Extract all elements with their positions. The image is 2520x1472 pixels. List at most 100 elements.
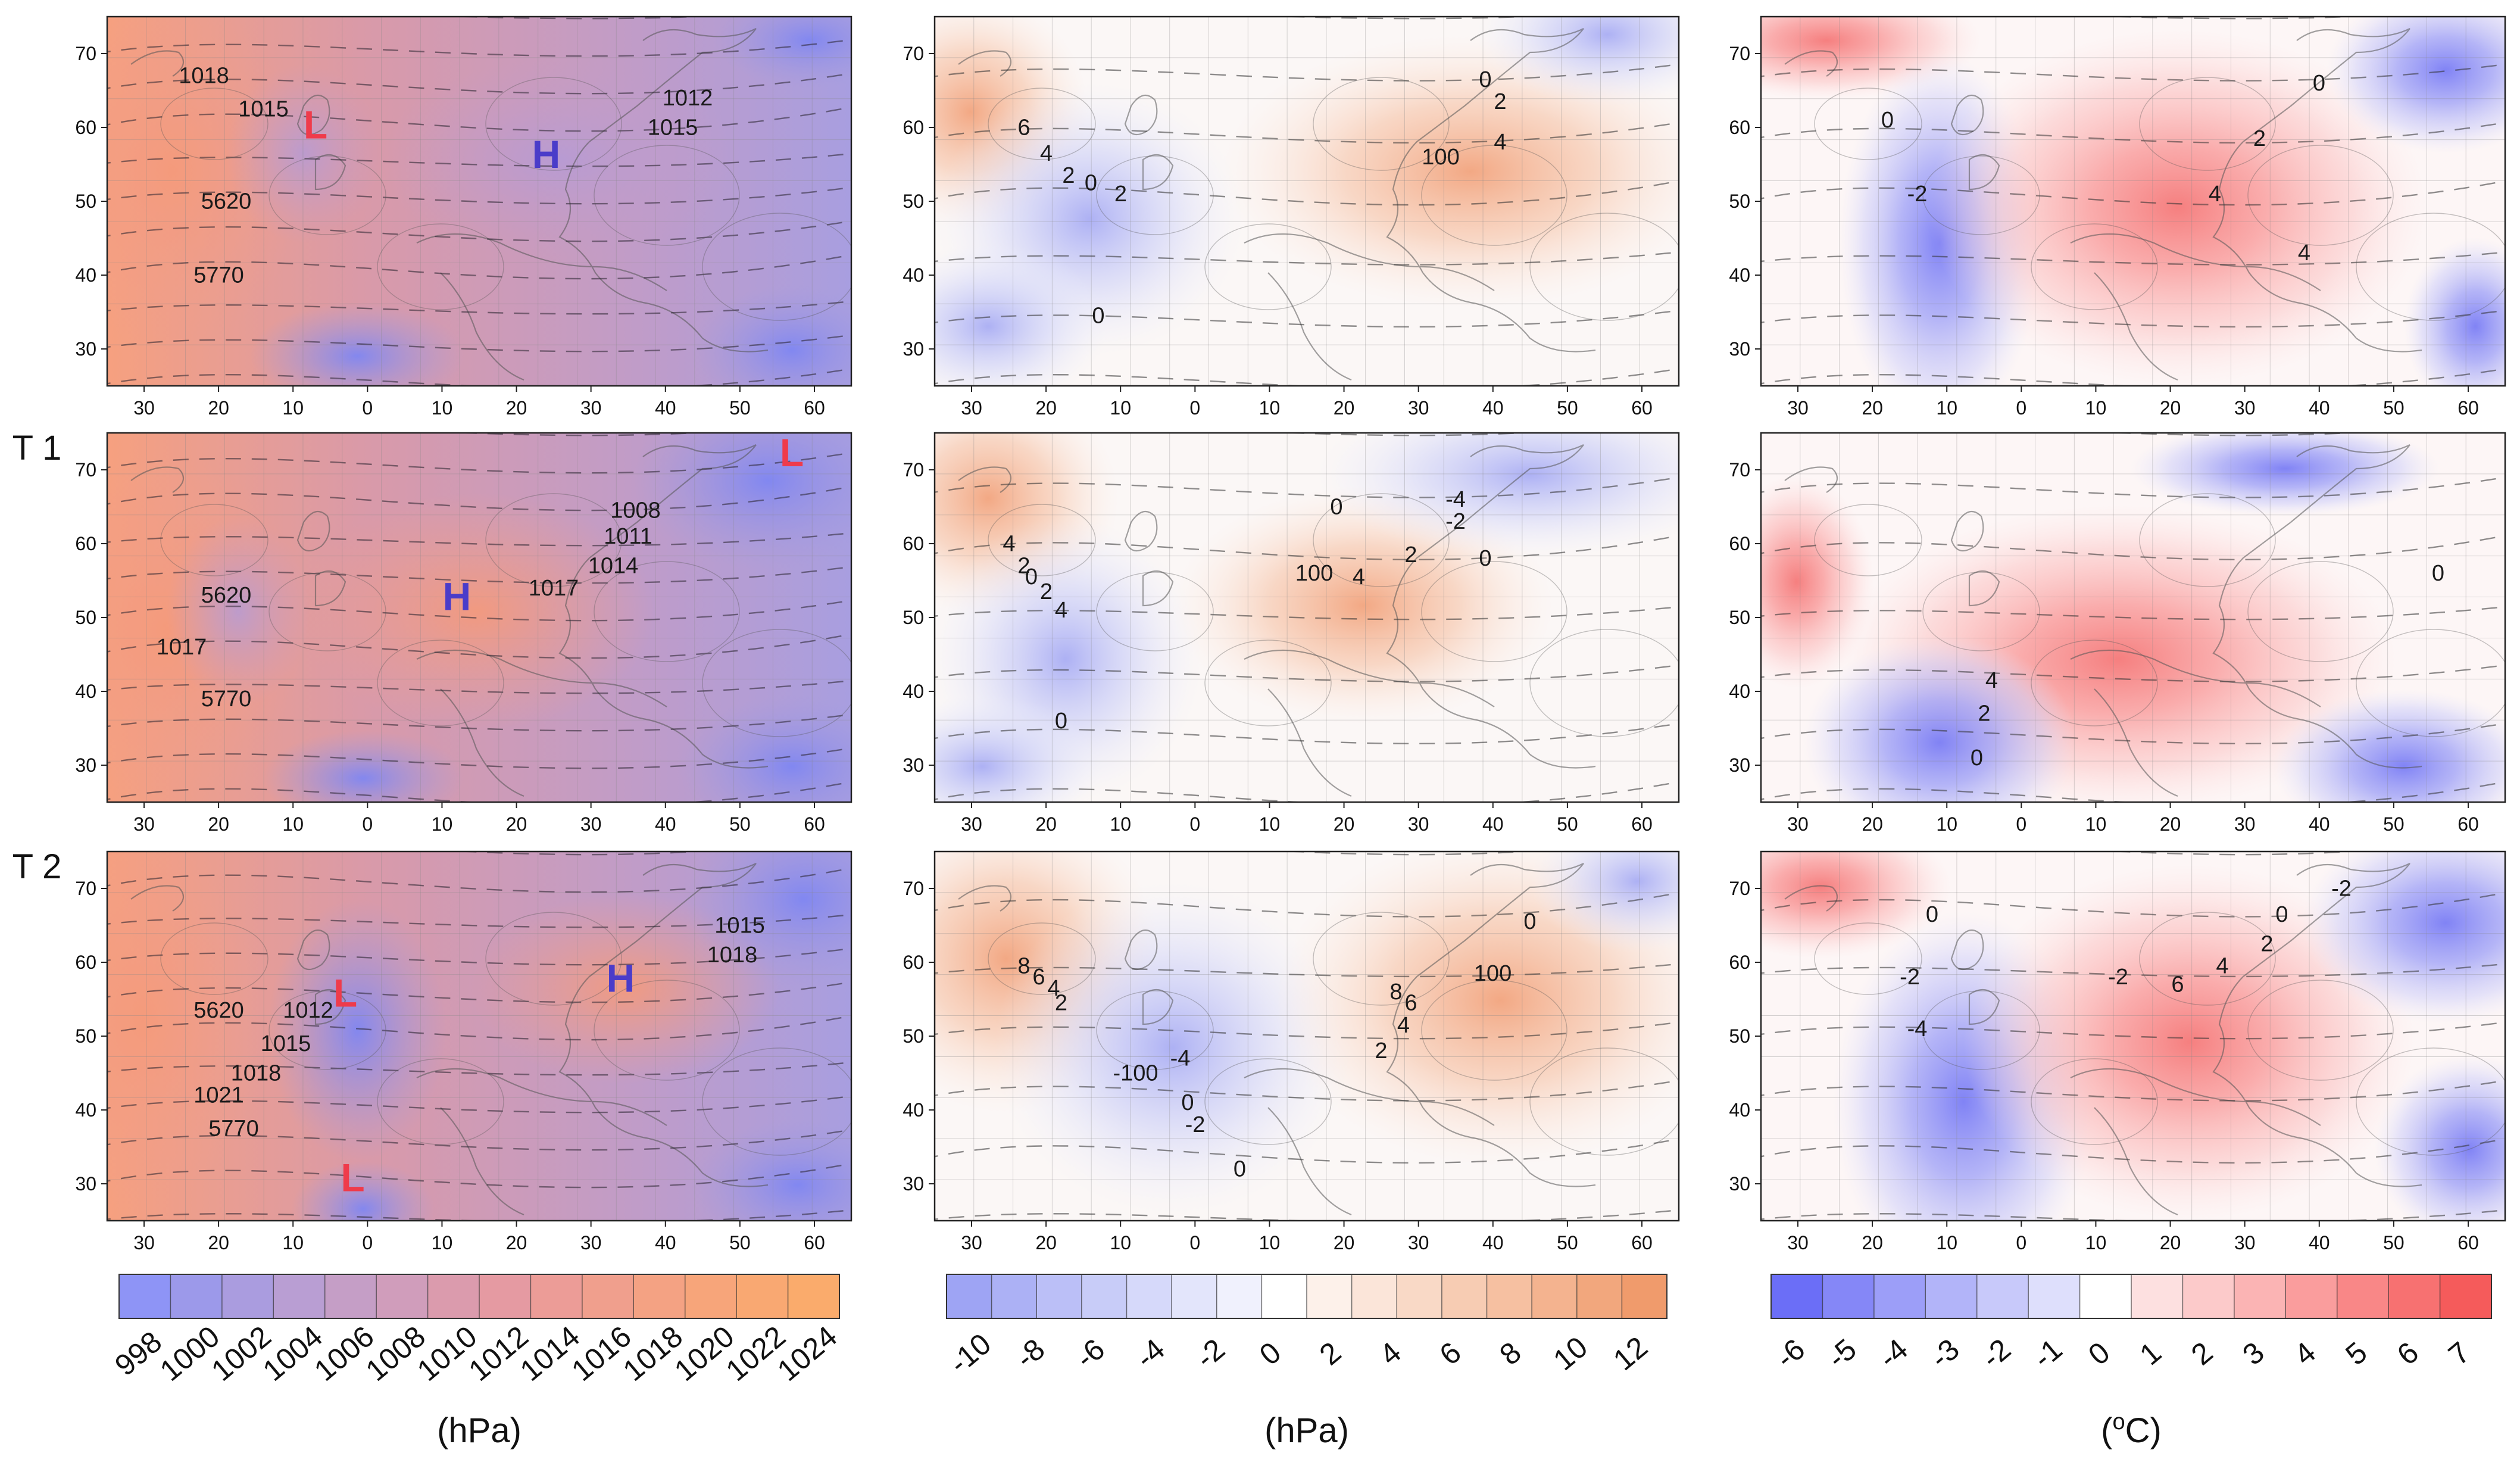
contour-label: 1017: [157, 635, 207, 660]
x-tick-label: 10: [1936, 397, 1957, 419]
colorbar-tick-label: 12: [1607, 1330, 1654, 1377]
contour-label: 0: [1523, 909, 1536, 934]
x-tick-label: 30: [961, 397, 982, 419]
colorbar-tick-label: 0: [1253, 1336, 1287, 1372]
contour-label: 5620: [193, 998, 244, 1023]
contour-label: 2: [2260, 931, 2273, 956]
x-tick-label: 50: [2383, 813, 2405, 835]
contour-label: 1015: [714, 913, 765, 938]
x-tick-label: 20: [1035, 397, 1057, 419]
contour-label: 1015: [238, 96, 289, 121]
x-tick-label: 20: [208, 397, 229, 419]
contour-label: 4: [2216, 954, 2228, 979]
colorbar-swatch: [633, 1274, 686, 1318]
contour-label: 8: [1389, 980, 1402, 1005]
colorbar-tick-label: 8: [1493, 1336, 1527, 1372]
x-tick-label: 20: [1334, 1232, 1355, 1253]
row-label: T 2: [13, 847, 62, 886]
y-tick-label: 40: [903, 1099, 924, 1121]
colorbar-tick-label: 4: [1373, 1336, 1407, 1372]
contour-label: 100: [1295, 561, 1333, 586]
contour-label: 6: [2171, 972, 2184, 997]
x-tick-label: 20: [1862, 397, 1883, 419]
x-tick-label: 10: [2085, 813, 2107, 835]
x-tick-label: 20: [2160, 397, 2181, 419]
y-tick-label: 40: [1729, 681, 1750, 702]
x-tick-label: 30: [1408, 813, 1429, 835]
x-tick-label: 10: [2085, 397, 2107, 419]
x-tick-label: 50: [1557, 397, 1578, 419]
low-pressure-marker: L: [304, 103, 327, 147]
x-tick-label: 30: [580, 1232, 602, 1253]
x-tick-label: 50: [2383, 1232, 2405, 1253]
colorbar-swatch: [1307, 1274, 1353, 1318]
colorbar-swatch: [2182, 1274, 2235, 1318]
contour-label: -2: [1900, 965, 1920, 990]
colorbar-swatch: [170, 1274, 223, 1318]
contour-label: -2: [1185, 1112, 1206, 1137]
contour-label: 0: [1085, 170, 1097, 195]
contour-label: 1012: [283, 998, 333, 1023]
x-tick-label: 20: [506, 397, 527, 419]
x-tick-label: 10: [432, 397, 453, 419]
x-tick-label: 30: [961, 813, 982, 835]
colorbar-swatch: [947, 1274, 992, 1318]
colorbar-swatch: [1576, 1274, 1622, 1318]
colorbar-tick-label: -5: [1821, 1332, 1863, 1374]
contour-label: 0: [1971, 746, 1983, 771]
contour-label: 5770: [208, 1116, 259, 1141]
contour-label: 2: [1375, 1038, 1387, 1064]
contour-label: 0: [2313, 71, 2325, 96]
contour-label: 1021: [193, 1083, 244, 1108]
colorbar-swatch: [427, 1274, 480, 1318]
x-tick-label: 30: [1408, 397, 1429, 419]
colorbar-swatch: [2079, 1274, 2132, 1318]
contour-label: 1017: [529, 576, 579, 601]
low-pressure-marker: L: [341, 1155, 364, 1199]
colorbar-tick-label: 6: [2391, 1336, 2425, 1372]
colorbar-tick-label: -4: [1129, 1332, 1171, 1374]
colorbar-swatch: [1771, 1274, 1823, 1318]
colorbar-swatch: [1397, 1274, 1442, 1318]
x-tick-label: 0: [362, 813, 373, 835]
contour-label: 1018: [707, 943, 758, 968]
contour-label: 1015: [648, 115, 698, 140]
y-tick-label: 70: [903, 459, 924, 481]
contour-label: 100: [1422, 145, 1459, 170]
contour-label: 0: [2432, 561, 2444, 586]
contour-label: 0: [1926, 902, 1938, 927]
contour-label: 1014: [588, 554, 639, 579]
contour-label: 2: [2253, 126, 2266, 151]
contour-label: -2: [2108, 965, 2128, 990]
colorbar-swatch: [1873, 1274, 1926, 1318]
contour-label: 5620: [201, 189, 252, 214]
contour-label: -4: [1170, 1046, 1191, 1071]
colorbar-swatch: [2234, 1274, 2286, 1318]
colorbar-tick-label: 5: [2339, 1336, 2373, 1372]
colorbar-swatch: [479, 1274, 531, 1318]
map-panel-temperature-anomaly: 4 2 0 0: [1761, 433, 2505, 802]
x-tick-label: 50: [1557, 1232, 1578, 1253]
x-tick-label: 30: [133, 813, 155, 835]
colorbar-tick-label: 2: [2185, 1336, 2219, 1372]
x-tick-label: 50: [729, 813, 751, 835]
x-tick-label: 0: [1189, 397, 1200, 419]
contour-label: 4: [1040, 141, 1053, 166]
colorbar-swatch: [582, 1274, 634, 1318]
x-tick-label: 60: [804, 1232, 825, 1253]
x-tick-label: 20: [1862, 813, 1883, 835]
y-tick-label: 60: [75, 952, 96, 973]
x-tick-label: 0: [1189, 1232, 1200, 1253]
x-tick-label: 20: [208, 1232, 229, 1253]
y-tick-label: 70: [75, 43, 96, 64]
y-tick-label: 40: [75, 1099, 96, 1121]
x-tick-label: 60: [2457, 397, 2479, 419]
x-tick-label: 50: [729, 397, 751, 419]
colorbar-swatch: [991, 1274, 1037, 1318]
contour-label: 4: [2209, 182, 2221, 207]
contour-label: 1012: [663, 86, 713, 111]
colorbar-swatch: [1172, 1274, 1217, 1318]
colorbar-frame: [946, 1274, 1667, 1319]
x-tick-label: 50: [729, 1232, 751, 1253]
